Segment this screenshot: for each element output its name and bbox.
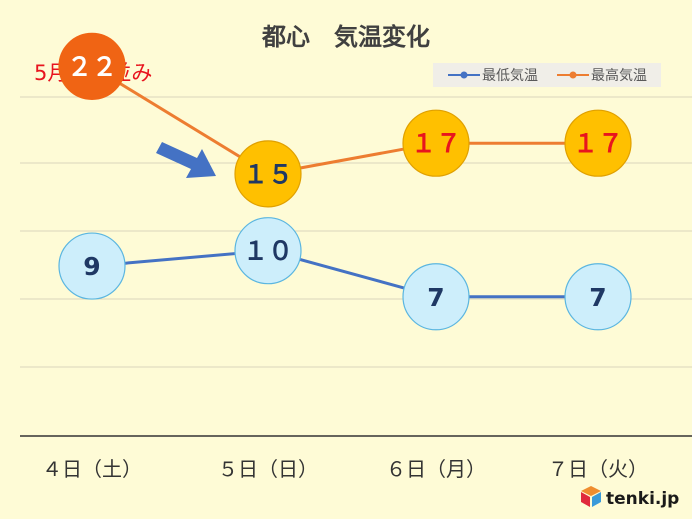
series-lines <box>91 65 598 299</box>
tenki-logo: tenki.jp <box>581 486 679 509</box>
data-label: 7 <box>589 283 606 312</box>
data-point: １０ <box>234 217 302 285</box>
legend: 最低気温 最高気温 <box>433 63 661 87</box>
data-label: １０ <box>243 237 293 266</box>
data-point: １７ <box>564 109 632 177</box>
trend-arrow-icon <box>156 142 216 178</box>
data-point-marker <box>234 140 302 208</box>
tenki-logo-icon <box>581 486 601 507</box>
x-tick-label: ７日（火） <box>548 457 648 481</box>
legend-label: 最低気温 <box>482 68 538 84</box>
legend-swatch-marker <box>460 71 468 79</box>
data-label: 7 <box>427 283 444 312</box>
data-point-marker <box>564 263 632 331</box>
data-point: ２２ <box>58 32 126 100</box>
data-point-marker <box>58 32 126 100</box>
gridlines <box>20 96 692 368</box>
data-point-marker <box>402 109 470 177</box>
x-tick-label: ４日（土） <box>42 457 142 481</box>
legend-label: 最高気温 <box>591 67 647 84</box>
legend-swatch-marker <box>569 71 577 79</box>
data-point-marker <box>234 217 302 285</box>
data-point: １７ <box>402 109 470 177</box>
data-label: １５ <box>243 160 293 189</box>
data-point: 9 <box>58 232 126 300</box>
x-tick-label: ５日（日） <box>218 457 318 481</box>
data-point-marker <box>564 109 632 177</box>
data-point-marker <box>58 232 126 300</box>
chart-title: 都心 気温変化 <box>261 23 430 51</box>
data-point: １５ <box>234 140 302 208</box>
series-line-min <box>91 249 598 299</box>
data-label: １７ <box>411 129 461 158</box>
tenki-logo-text: tenki.jp <box>606 489 679 509</box>
x-tick-labels: ４日（土） ５日（日） ６日（月） ７日（火） <box>42 457 648 481</box>
data-label: 9 <box>83 252 100 281</box>
data-label: ２２ <box>67 52 117 81</box>
data-point-marker <box>402 263 470 331</box>
x-tick-label: ６日（月） <box>386 457 486 481</box>
data-point: 7 <box>564 263 632 331</box>
data-point: 7 <box>402 263 470 331</box>
series-line-max <box>91 65 598 176</box>
data-label: １７ <box>573 129 623 158</box>
series-markers: 9 １０ 7 7 ２２ １５ １７ １７ <box>58 32 632 331</box>
